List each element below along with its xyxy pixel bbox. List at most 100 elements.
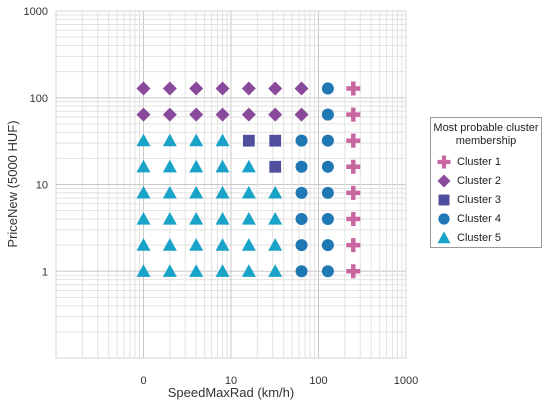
data-point-circle [321,265,334,278]
data-point-circle [321,82,334,95]
data-point-triangle [215,264,230,277]
square-marker-icon [438,194,450,206]
data-point-triangle [189,159,204,173]
data-point-diamond [189,107,204,122]
legend-marker [438,194,450,206]
data-point-triangle [136,238,151,251]
data-point-triangle [162,264,177,277]
data-point-plus [346,159,361,174]
data-point-triangle [162,185,177,199]
data-point-circle [295,160,308,173]
legend-item: Cluster 4 [437,211,501,227]
data-point-triangle [215,185,230,199]
data-point-plus [346,133,361,148]
y-tick-label: 1000 [24,6,48,18]
data-point-circle [321,239,334,252]
data-point-triangle [189,238,204,251]
legend-marker [437,231,451,244]
data-point-triangle [241,264,256,277]
diamond-marker-icon [437,174,451,188]
data-point-circle [295,239,308,252]
data-point-diamond [294,81,309,96]
data-point-diamond [162,107,177,122]
data-point-triangle [189,212,204,225]
legend-label: Cluster 4 [457,213,502,225]
y-tick-labels: 1 10 100 1000 [24,6,48,278]
data-point-diamond [215,107,230,122]
triangle-marker-icon [437,231,451,244]
data-point-diamond [241,81,256,96]
x-tick-label: 10 [225,375,237,387]
data-point-diamond [215,81,230,96]
data-point-triangle [162,238,177,251]
data-point-triangle [189,185,204,199]
data-point-diamond [189,81,204,96]
data-point-triangle [136,159,151,173]
data-point-triangle [189,133,204,147]
x-tick-label: 0 [140,375,146,387]
data-point-plus [346,107,361,122]
y-axis-title: PriceNew (5000 HUF) [5,120,20,247]
data-point-triangle [162,133,177,147]
data-points [136,81,361,279]
data-point-diamond [268,107,283,122]
y-tick-label: 100 [30,93,48,105]
legend-item: Cluster 3 [437,192,501,208]
x-tick-labels: 0 10 100 1000 [140,375,418,387]
data-point-triangle [215,133,230,147]
data-point-plus [346,185,361,200]
legend-marker [437,174,451,188]
x-tick-label: 1000 [394,375,418,387]
data-point-triangle [162,159,177,173]
data-point-triangle [215,159,230,173]
data-point-plus [346,238,361,253]
circle-marker-icon [438,213,450,225]
data-point-triangle [268,185,283,199]
data-point-triangle [241,212,256,225]
legend-marker [438,213,450,225]
data-point-circle [295,186,308,199]
data-point-triangle [215,238,230,251]
legend-label: Cluster 5 [457,232,502,244]
data-point-triangle [241,159,256,173]
data-point-triangle [268,212,283,225]
data-point-diamond [268,81,283,96]
data-point-diamond [136,107,151,122]
data-point-square [269,134,282,147]
legend-item: Cluster 2 [437,173,501,189]
data-point-diamond [294,107,309,122]
data-point-circle [321,134,334,147]
data-point-plus [346,264,361,279]
data-point-triangle [162,212,177,225]
data-point-plus [346,81,361,96]
data-point-circle [295,265,308,278]
y-tick-label: 1 [42,266,48,278]
data-point-triangle [136,133,151,147]
data-point-diamond [162,81,177,96]
plus-marker-icon [437,155,451,169]
grid-lines [55,11,406,359]
data-point-circle [295,134,308,147]
data-point-triangle [268,264,283,277]
legend-label: Cluster 1 [457,156,502,168]
y-tick-label: 10 [36,180,48,192]
data-point-square [242,134,255,147]
data-point-plus [346,212,361,227]
x-axis-title: SpeedMaxRad (km/h) [168,385,294,400]
data-point-diamond [241,107,256,122]
legend-item: Cluster 1 [437,154,501,170]
legend-title: Most probable cluster membership [433,122,539,147]
x-tick-label: 100 [309,375,327,387]
plot-area [55,10,407,359]
legend: Most probable cluster membership Cluster… [430,117,542,248]
data-point-triangle [241,185,256,199]
data-point-circle [321,186,334,199]
data-point-circle [321,108,334,121]
legend-label: Cluster 3 [457,194,502,206]
legend-item: Cluster 5 [437,230,501,246]
data-point-triangle [215,212,230,225]
data-point-triangle [241,238,256,251]
data-point-circle [321,213,334,226]
data-point-triangle [136,185,151,199]
